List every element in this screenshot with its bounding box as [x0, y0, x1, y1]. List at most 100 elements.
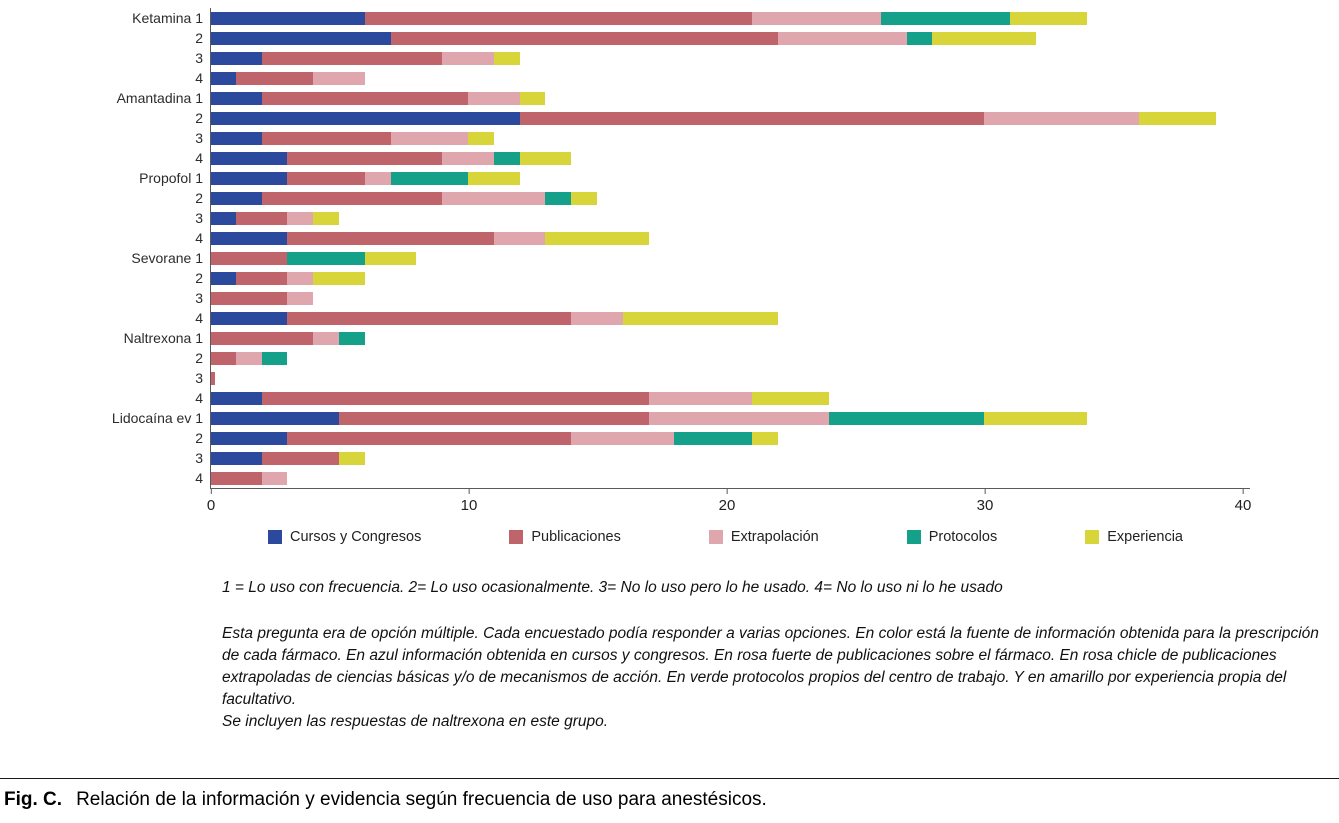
bar-track — [210, 11, 1242, 25]
plot-area: Ketamina 1 2 3 4 Amantadina 1 2 3 4 Propofol 1 2 3… — [0, 8, 1339, 488]
x-tick-label: 10 — [461, 489, 477, 514]
row-label: 3 — [195, 50, 203, 66]
bar-segment — [1138, 111, 1217, 125]
chart-row: Sevorane 1 — [0, 248, 1339, 268]
chart-row: 2 — [0, 268, 1339, 288]
bar-segment — [493, 231, 546, 245]
x-tick-label: 40 — [1235, 489, 1251, 514]
bar-segment — [313, 211, 339, 225]
bar-segment — [210, 391, 262, 405]
figure-caption-text: Relación de la información y evidencia s… — [76, 789, 767, 810]
bar-track — [210, 331, 1242, 345]
x-axis-ticks: 0 10 20 30 40 — [207, 489, 1251, 517]
chart-row: 4 — [0, 68, 1339, 88]
bar-segment — [210, 451, 262, 465]
bar-segment — [829, 411, 984, 425]
row-label: 2 — [195, 110, 203, 126]
bar-segment — [493, 51, 520, 65]
legend-item: Protocolos — [906, 529, 997, 545]
bar-segment — [210, 291, 288, 305]
legend-item: Experiencia — [1085, 529, 1183, 545]
caption-divider — [0, 778, 1339, 779]
legend-swatch — [708, 530, 723, 544]
bar-segment — [261, 351, 288, 365]
bar-segment — [390, 31, 778, 45]
figure-caption: Fig. C. Relación de la información y evid… — [4, 789, 767, 811]
bar-segment — [648, 391, 752, 405]
row-label: Lidocaína ev 1 — [111, 410, 203, 426]
legend-swatch — [268, 530, 282, 544]
row-label: 4 — [195, 470, 203, 486]
chart-row: 2 — [0, 188, 1339, 208]
bar-segment — [1009, 11, 1088, 25]
row-label: 3 — [195, 370, 203, 386]
legend-item: Extrapolación — [708, 529, 819, 545]
chart-row: 2 — [0, 108, 1339, 128]
bar-segment — [880, 11, 1010, 25]
bar-segment — [287, 311, 572, 325]
figure-notes: 1 = Lo uso con frecuencia. 2= Lo uso oca… — [222, 577, 1320, 733]
row-label: Propofol 1 — [139, 170, 203, 186]
legend-label: Cursos y Congresos — [290, 529, 422, 545]
bar-segment — [210, 71, 236, 85]
row-label: 2 — [195, 430, 203, 446]
row-label: 4 — [195, 70, 203, 86]
legend-swatch — [1085, 530, 1100, 544]
bar-segment — [210, 231, 288, 245]
bar-segment — [364, 171, 391, 185]
chart-row: 3 — [0, 128, 1339, 148]
chart-row: 4 — [0, 468, 1339, 488]
bar-track — [210, 411, 1242, 425]
bar-segment — [571, 191, 597, 205]
bar-segment — [287, 231, 494, 245]
chart-row: 2 — [0, 428, 1339, 448]
row-label: 4 — [195, 310, 203, 326]
bar-segment — [983, 111, 1139, 125]
bar-segment — [210, 251, 288, 265]
bar-segment — [390, 131, 468, 145]
bar-segment — [622, 311, 778, 325]
row-label: Amantadina 1 — [116, 90, 203, 106]
row-label: 2 — [195, 190, 203, 206]
bar-segment — [235, 271, 288, 285]
bar-track — [210, 311, 1242, 325]
bar-segment — [210, 51, 262, 65]
bar-segment — [210, 91, 262, 105]
bar-segment — [545, 191, 572, 205]
chart-row: 4 — [0, 308, 1339, 328]
chart-row: 3 — [0, 368, 1339, 388]
bar-track — [210, 351, 1242, 365]
bar-segment — [442, 151, 494, 165]
chart-row: 4 — [0, 148, 1339, 168]
bar-track — [210, 51, 1242, 65]
chart-row: 3 — [0, 288, 1339, 308]
legend-item: Publicaciones — [509, 529, 621, 545]
bar-segment — [210, 331, 314, 345]
bar-segment — [751, 431, 778, 445]
bar-track — [210, 111, 1242, 125]
bar-segment — [751, 391, 830, 405]
chart-legend: Cursos y Congresos Publicaciones Extrapola… — [268, 529, 1339, 545]
figure-label: Fig. C. — [4, 789, 63, 810]
row-label: 2 — [195, 30, 203, 46]
bar-segment — [210, 111, 520, 125]
bar-track — [210, 391, 1242, 405]
bar-segment — [210, 151, 288, 165]
bar-segment — [261, 131, 391, 145]
bar-segment — [210, 411, 339, 425]
bar-segment — [338, 331, 365, 345]
bar-segment — [983, 411, 1088, 425]
bar-track — [210, 151, 1242, 165]
bar-segment — [261, 391, 649, 405]
bar-segment — [442, 51, 494, 65]
bar-segment — [313, 331, 339, 345]
row-label: 2 — [195, 350, 203, 366]
chart-row: 4 — [0, 228, 1339, 248]
bar-segment — [390, 171, 468, 185]
bar-segment — [519, 151, 572, 165]
bar-track — [210, 211, 1242, 225]
legend-item: Cursos y Congresos — [268, 529, 421, 545]
bar-segment — [210, 311, 288, 325]
row-label: 2 — [195, 270, 203, 286]
bar-segment — [261, 451, 339, 465]
